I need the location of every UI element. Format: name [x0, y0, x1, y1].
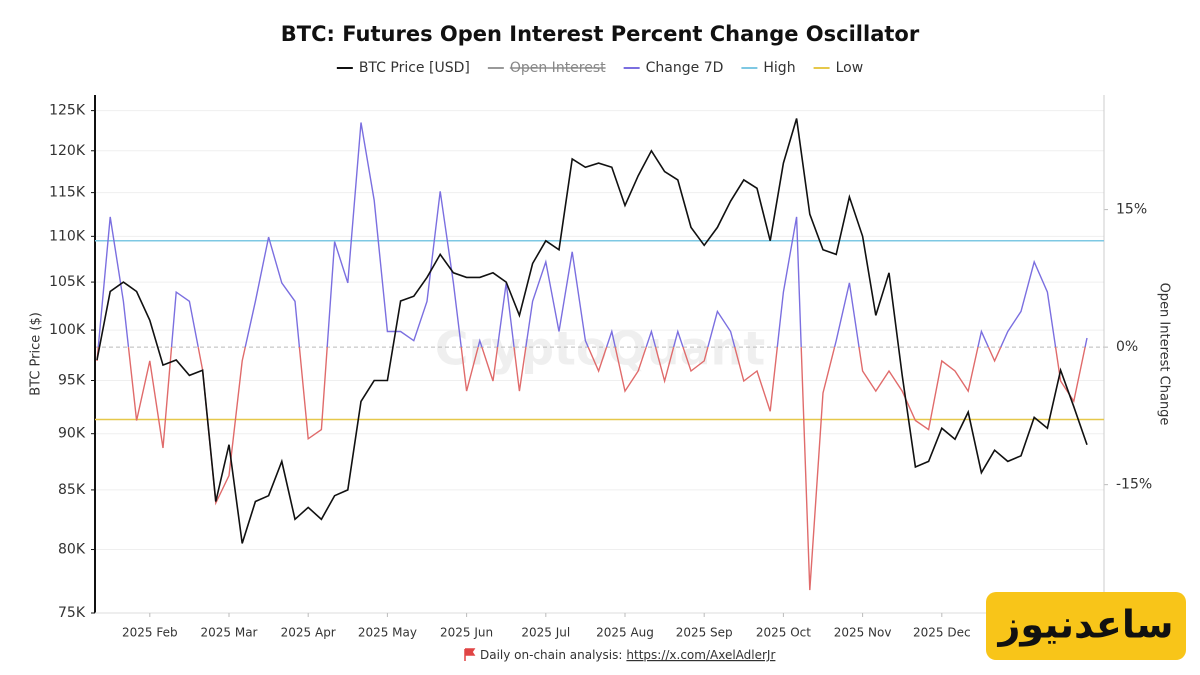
y-tick-label: 95K	[58, 373, 86, 389]
x-tick-label: 2025 Aug	[596, 626, 654, 640]
y2-axis-label: Open Interest Change	[1157, 283, 1172, 426]
x-tick-label: 2025 Mar	[201, 626, 258, 640]
y2-tick-label: -15%	[1116, 477, 1152, 493]
oscillator-line-negative	[96, 347, 1086, 591]
x-tick-label: 2025 Oct	[756, 626, 811, 640]
y2-tick-label: 15%	[1116, 202, 1147, 218]
price-line	[96, 118, 1088, 544]
oscillator-line-positive	[97, 122, 1088, 348]
y-tick-label: 75K	[58, 605, 86, 621]
x-tick-label: 2025 Sep	[676, 626, 733, 640]
x-tick-label: 2025 Jun	[440, 626, 493, 640]
y-tick-label: 85K	[58, 482, 86, 498]
x-tick-label: 2025 May	[358, 626, 417, 640]
y-tick-label: 90K	[58, 426, 86, 442]
logo-box	[986, 592, 1186, 660]
y-tick-label: 115K	[49, 185, 86, 201]
x-tick-label: 2025 Apr	[281, 626, 336, 640]
y-tick-label: 125K	[49, 103, 86, 119]
legend: BTC Price [USD] Open Interest Change 7D Hig…	[336, 60, 864, 76]
x-tick-label: 2025 Nov	[834, 626, 892, 640]
flag-icon	[464, 648, 476, 661]
legend-label[interactable]: Low	[836, 60, 864, 76]
y-tick-label: 110K	[49, 228, 86, 244]
y-tick-label: 105K	[49, 274, 86, 290]
footnote-text: Daily on-chain analysis: https://x.com/Ax…	[480, 648, 775, 662]
legend-label[interactable]: Change 7D	[646, 60, 724, 76]
note-link[interactable]: https://x.com/AxelAdlerJr	[626, 648, 775, 662]
y2-tick-label: 0%	[1116, 339, 1138, 355]
legend-label[interactable]: Open Interest	[510, 60, 606, 76]
x-tick-label: 2025 Feb	[122, 626, 178, 640]
logo-text: ساعدنیوز	[996, 603, 1173, 647]
logo: ساعدنیوز	[986, 592, 1186, 660]
y-tick-label: 100K	[49, 322, 86, 338]
x-tick-label: 2025 Jul	[521, 626, 570, 640]
legend-label[interactable]: High	[763, 60, 795, 76]
note: Daily on-chain analysis:	[480, 648, 622, 662]
x-tick-label: 2025 Dec	[913, 626, 971, 640]
chart-title: BTC: Futures Open Interest Percent Chang…	[281, 22, 920, 46]
y-axis-label: BTC Price ($)	[29, 312, 44, 396]
y-tick-label: 80K	[58, 542, 86, 558]
y-tick-label: 120K	[49, 143, 86, 159]
legend-label[interactable]: BTC Price [USD]	[359, 60, 470, 76]
footnote: Daily on-chain analysis: https://x.com/Ax…	[464, 648, 775, 662]
